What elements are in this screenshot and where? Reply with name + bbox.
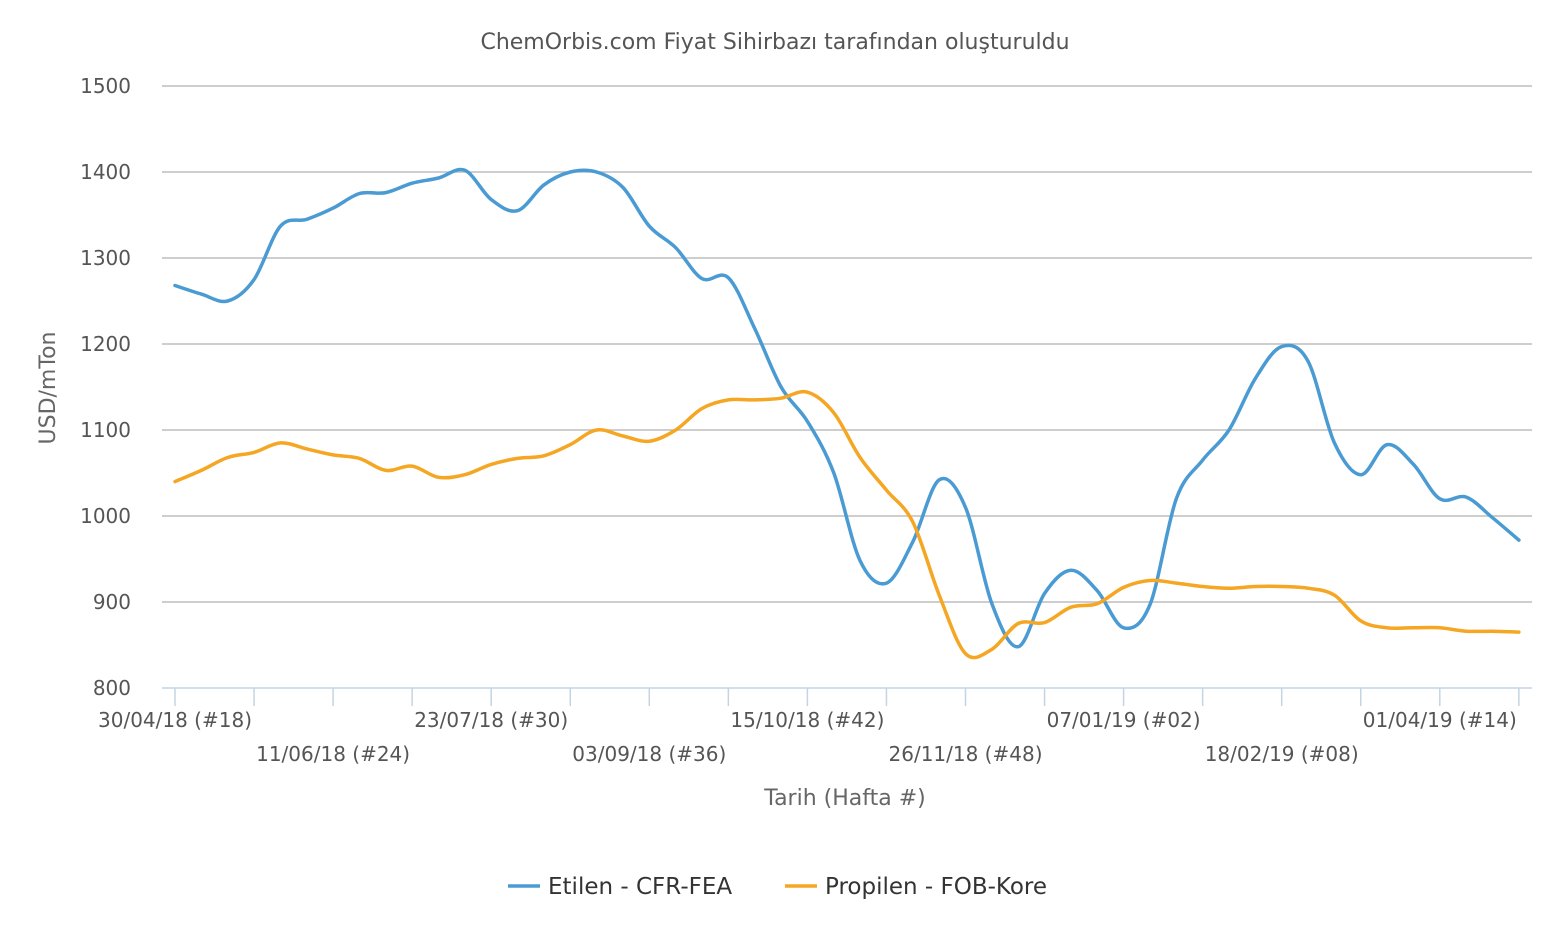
legend-item[interactable]: Etilen - CFR-FEA [508, 874, 732, 900]
legend-label: Etilen - CFR-FEA [548, 874, 732, 900]
y-tick-label: 800 [93, 676, 131, 700]
x-tick-label: 03/09/18 (#36) [572, 742, 726, 766]
y-tick-label: 1500 [80, 74, 131, 98]
chart-title: ChemOrbis.com Fiyat Sihirbazı tarafından… [480, 30, 1069, 55]
x-tick-label: 07/01/19 (#02) [1047, 708, 1201, 732]
legend-item[interactable]: Propilen - FOB-Kore [785, 874, 1047, 900]
series-lines [173, 167, 1521, 660]
series-line-etilen[interactable] [173, 167, 1521, 649]
y-axis-tick-labels: 800 900 1000 1100 1200 1300 1400 1500 [80, 74, 131, 700]
legend: Etilen - CFR-FEA Propilen - FOB-Kore [508, 874, 1047, 900]
x-tick-label: 18/02/19 (#08) [1205, 742, 1359, 766]
y-tick-label: 1200 [80, 332, 131, 356]
legend-label: Propilen - FOB-Kore [825, 874, 1047, 900]
x-tick-label: 01/04/19 (#14) [1363, 708, 1517, 732]
y-tick-label: 1300 [80, 246, 131, 270]
x-tick-label: 15/10/18 (#42) [730, 708, 884, 732]
y-axis-title: USD/mTon [36, 332, 61, 445]
y-tick-label: 1000 [80, 504, 131, 528]
series-line-propilen[interactable] [173, 389, 1521, 660]
x-axis-title: Tarih (Hafta #) [763, 786, 925, 811]
y-tick-label: 900 [93, 590, 131, 614]
x-axis: 30/04/18 (#18)11/06/18 (#24)23/07/18 (#3… [98, 687, 1532, 766]
gridlines [162, 85, 1532, 603]
x-tick-label: 11/06/18 (#24) [256, 742, 410, 766]
x-tick-label: 26/11/18 (#48) [889, 742, 1043, 766]
x-tick-label: 23/07/18 (#30) [414, 708, 568, 732]
y-tick-label: 1400 [80, 160, 131, 184]
x-tick-label: 30/04/18 (#18) [98, 708, 252, 732]
y-tick-label: 1100 [80, 418, 131, 442]
